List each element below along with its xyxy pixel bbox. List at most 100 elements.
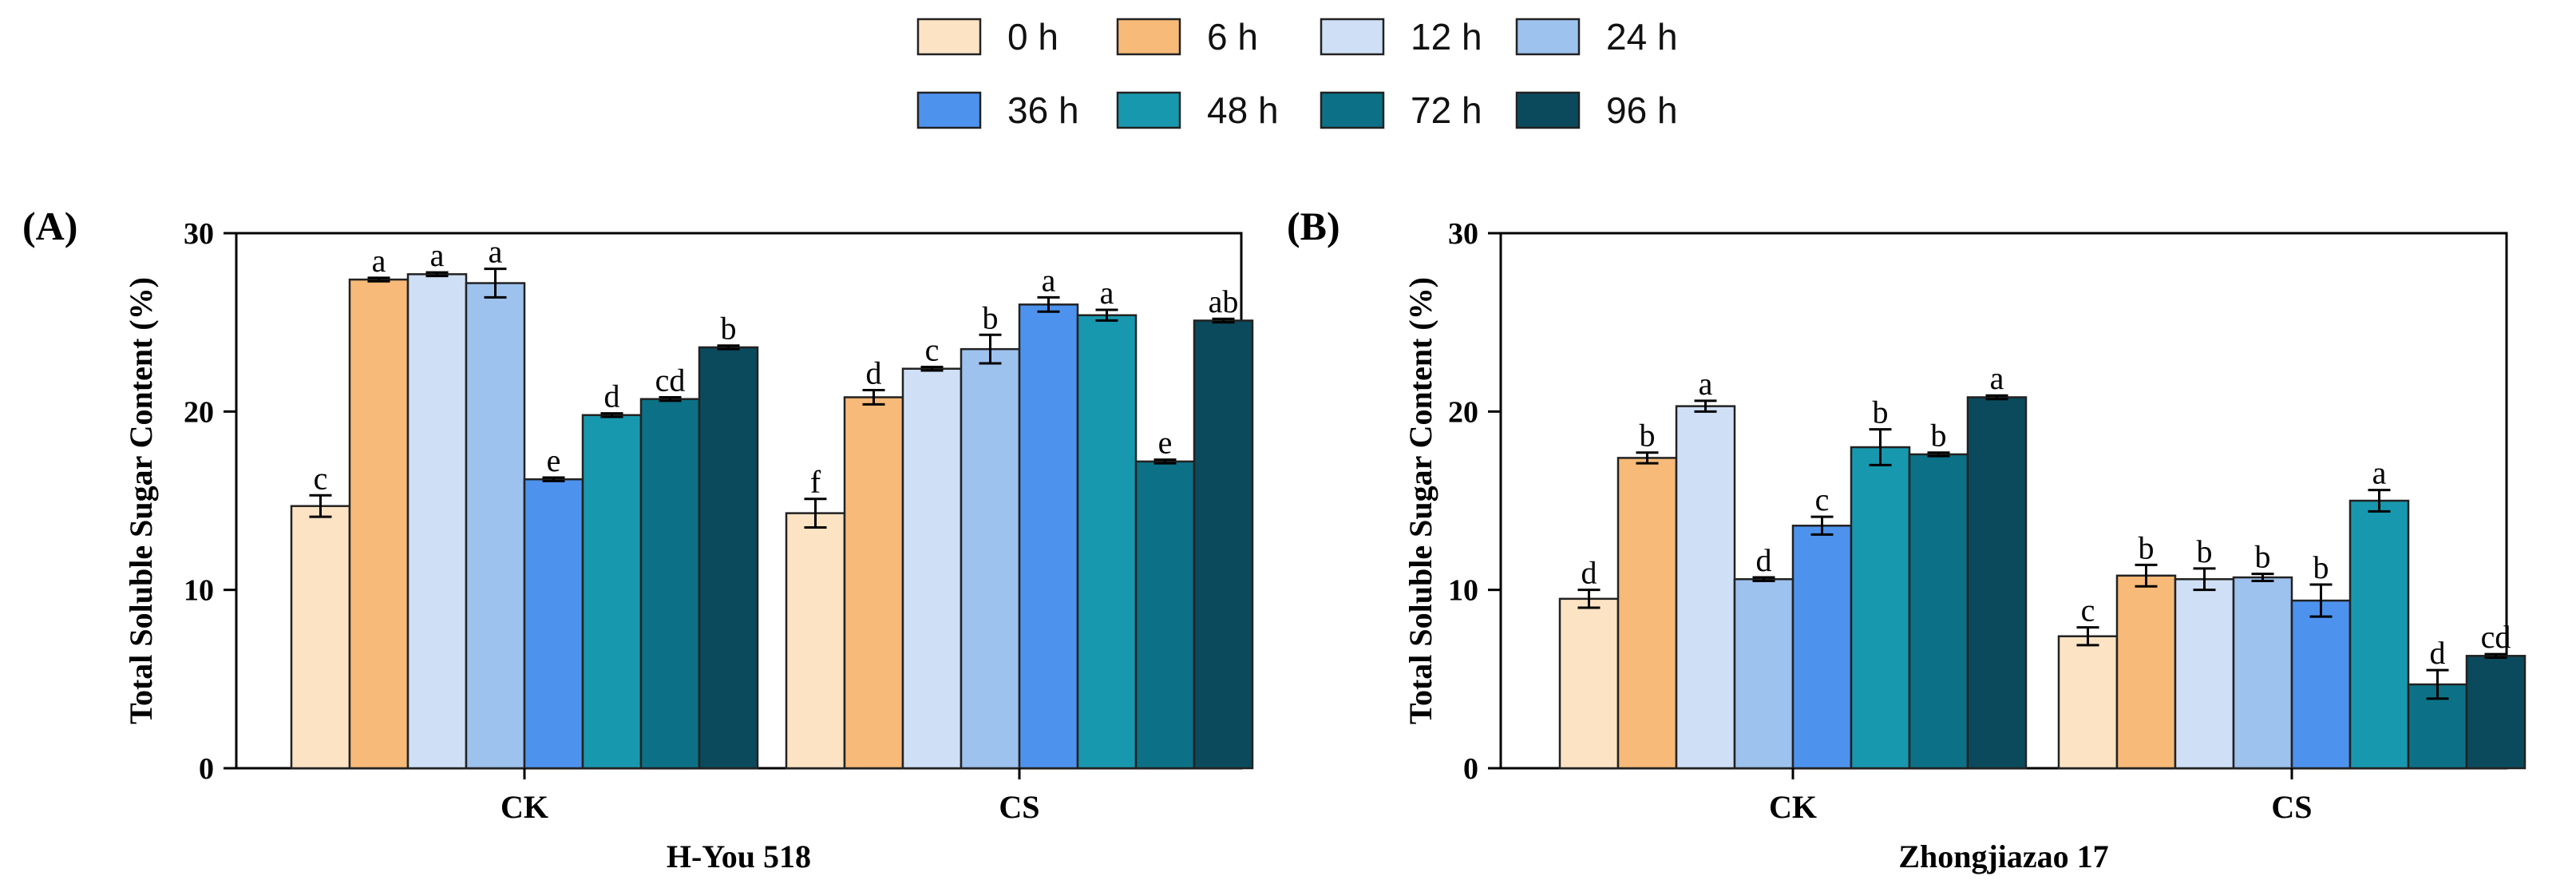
sig-letter-b-cs-48h: a [2372, 455, 2387, 491]
panel-b: (B) Total Soluble Sugar Content (%) 0 10 20 3… [1287, 204, 2527, 874]
bar-b-cs-48h [2348, 499, 2410, 770]
legend-label-12h: 12 h [1411, 16, 1482, 57]
sig-letter-a-cs-6h: d [866, 355, 882, 391]
bar-b-ck-6h [1616, 457, 1678, 770]
panel-b-category-cs: CS [2271, 789, 2312, 825]
bar-b-cs-96h [2465, 655, 2527, 770]
panel-a-ytick-20: 20 [184, 395, 214, 429]
sig-letter-b-cs-96h: cd [2481, 619, 2511, 655]
bar-a-ck-72h [639, 398, 701, 770]
sig-letter-b-cs-6h: b [2139, 529, 2155, 565]
bar-b-ck-12h [1675, 405, 1736, 770]
bar-a-cs-72h [1134, 460, 1196, 770]
bar-b-cs-36h [2290, 599, 2352, 770]
bar-a-cs-36h [1018, 303, 1079, 770]
panel-a-ylabel: Total Soluble Sugar Content (%) [123, 277, 159, 724]
panel-a-category-cs: CS [999, 789, 1039, 825]
bar-a-cs-12h [901, 367, 963, 770]
sig-letter-b-ck-24h: d [1756, 542, 1772, 578]
sig-letter-a-ck-6h: a [372, 243, 386, 279]
bar-a-ck-24h [465, 282, 526, 770]
sig-letter-b-ck-0h: d [1581, 555, 1597, 591]
legend-label-48h: 48 h [1207, 89, 1279, 131]
panel-b-ylabel: Total Soluble Sugar Content (%) [1403, 277, 1438, 724]
bar-a-cs-0h [785, 512, 846, 770]
panel-b-ytick-30: 30 [1448, 217, 1478, 251]
panel-a-ytick-0: 0 [199, 752, 214, 786]
bar-a-cs-48h [1076, 314, 1138, 770]
legend-swatch-6h [1116, 18, 1181, 56]
panel-a-category-ck: CK [501, 789, 548, 825]
bar-b-ck-72h [1908, 453, 1969, 770]
panel-a-xlabel: H-You 518 [667, 839, 811, 874]
legend: 0 h 6 h 12 h 24 h 36 h 48 h 72 h 96 h [916, 16, 1678, 131]
panel-a-ytick-10: 10 [184, 574, 214, 608]
panel-a: (A) Total Soluble Sugar Content (%) 0 10 20 3… [22, 204, 1254, 874]
sig-letter-a-cs-36h: a [1042, 262, 1056, 298]
panel-b-xlabel: Zhongjiazao 17 [1898, 839, 2108, 874]
sig-letter-a-cs-48h: a [1100, 275, 1114, 311]
legend-swatch-48h [1116, 91, 1181, 129]
bar-b-cs-0h [2057, 635, 2119, 770]
bar-b-ck-24h [1733, 578, 1794, 770]
sig-letter-b-ck-12h: a [1699, 366, 1713, 402]
sig-letter-a-cs-0h: f [810, 464, 821, 500]
legend-label-72h: 72 h [1411, 89, 1482, 131]
bar-a-ck-6h [348, 278, 410, 770]
panel-a-ytick-30: 30 [184, 217, 214, 251]
sig-letter-b-ck-48h: b [1873, 394, 1889, 430]
legend-swatch-24h [1515, 18, 1581, 56]
bar-b-ck-36h [1791, 525, 1853, 770]
sig-letter-a-cs-96h: ab [1209, 283, 1239, 319]
legend-label-96h: 96 h [1606, 89, 1678, 131]
bar-a-ck-36h [523, 478, 584, 770]
sig-letter-b-ck-72h: b [1931, 418, 1947, 454]
sig-letter-a-ck-36h: e [547, 442, 561, 478]
sig-letter-a-cs-24h: b [983, 299, 999, 335]
sig-letter-a-ck-0h: c [314, 460, 328, 496]
legend-swatch-36h [916, 91, 982, 129]
sig-letter-b-cs-12h: b [2197, 533, 2213, 569]
panel-b-ytick-0: 0 [1463, 752, 1478, 786]
sig-letter-a-cs-72h: e [1158, 425, 1173, 461]
sig-letter-b-cs-0h: c [2081, 593, 2095, 628]
bar-a-cs-24h [960, 347, 1021, 770]
panel-b-ytick-20: 20 [1448, 395, 1478, 429]
legend-label-24h: 24 h [1606, 16, 1678, 57]
sig-letter-b-ck-96h: a [1990, 360, 2004, 396]
bar-b-ck-96h [1966, 396, 2028, 770]
legend-label-0h: 0 h [1007, 16, 1058, 57]
panel-a-label: (A) [22, 204, 77, 248]
sig-letter-b-cs-24h: b [2255, 539, 2271, 575]
legend-swatch-96h [1515, 91, 1581, 129]
sig-letter-b-ck-6h: b [1640, 418, 1656, 454]
bar-a-ck-12h [406, 273, 468, 770]
panel-b-category-ck: CK [1769, 789, 1817, 825]
panel-b-label: (B) [1287, 204, 1340, 248]
legend-label-6h: 6 h [1207, 16, 1258, 57]
legend-swatch-12h [1320, 18, 1385, 56]
bar-a-ck-0h [290, 505, 351, 770]
bar-a-cs-96h [1193, 319, 1254, 770]
bar-a-cs-6h [843, 396, 904, 770]
bar-b-ck-48h [1850, 446, 1911, 770]
bar-b-cs-6h [2115, 574, 2177, 770]
sig-letter-a-ck-24h: a [489, 234, 503, 270]
sig-letter-a-ck-12h: a [430, 237, 445, 273]
sig-letter-a-cs-12h: c [925, 332, 940, 368]
sig-letter-b-cs-72h: d [2430, 635, 2446, 671]
panel-b-ytick-10: 10 [1448, 574, 1478, 608]
sig-letter-a-ck-96h: b [721, 311, 737, 347]
sig-letter-b-ck-36h: c [1815, 482, 1830, 517]
bar-b-cs-12h [2174, 578, 2235, 770]
legend-swatch-72h [1320, 91, 1385, 129]
sig-letter-a-ck-72h: cd [655, 362, 686, 398]
bar-b-ck-0h [1558, 597, 1620, 770]
sig-letter-b-cs-36h: b [2313, 549, 2329, 585]
sig-letter-a-ck-48h: d [604, 379, 620, 414]
legend-swatch-0h [916, 18, 982, 56]
bar-b-cs-24h [2232, 576, 2293, 770]
bar-a-ck-96h [698, 346, 759, 770]
bar-a-ck-48h [581, 414, 643, 770]
